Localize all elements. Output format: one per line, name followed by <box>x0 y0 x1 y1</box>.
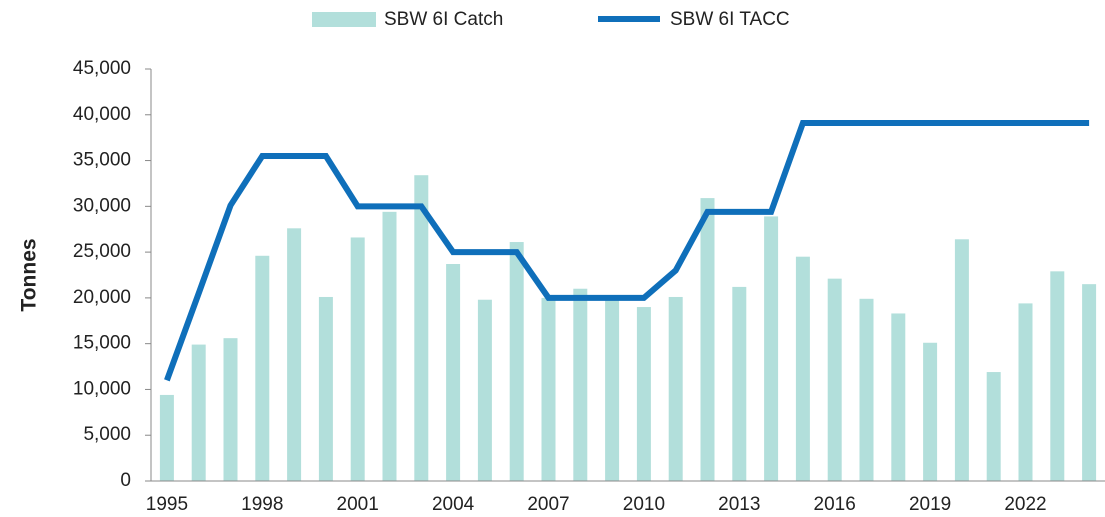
x-tick-label: 2022 <box>1004 494 1046 515</box>
bar <box>350 237 365 481</box>
bar <box>541 297 556 481</box>
y-tick-label: 40,000 <box>73 104 131 125</box>
bar <box>191 344 206 481</box>
legend-label: SBW 6I TACC <box>670 9 790 30</box>
bar <box>1050 271 1065 481</box>
bar <box>732 286 747 481</box>
x-tick-label: 2019 <box>909 494 951 515</box>
bar <box>636 307 651 481</box>
bar <box>605 295 620 481</box>
bar <box>795 256 810 481</box>
bar <box>382 211 397 481</box>
bar <box>287 228 302 481</box>
x-tick-label: 2010 <box>623 494 665 515</box>
x-tick-label: 2007 <box>527 494 569 515</box>
y-tick-label: 15,000 <box>73 333 131 354</box>
x-tick-label: 2004 <box>432 494 475 515</box>
bar <box>573 288 588 481</box>
bar <box>255 255 270 481</box>
bar <box>1082 284 1097 481</box>
bar <box>923 342 938 481</box>
bar <box>318 296 333 481</box>
y-tick-label: 35,000 <box>73 150 131 171</box>
bar <box>223 338 238 481</box>
bar <box>954 239 969 481</box>
y-tick-label: 30,000 <box>73 195 131 216</box>
y-tick-label: 45,000 <box>73 58 131 79</box>
x-tick-label: 1998 <box>241 494 283 515</box>
bar <box>414 175 429 481</box>
y-tick-label: 0 <box>120 470 131 491</box>
y-tick-label: 5,000 <box>83 424 131 445</box>
legend-swatch <box>312 12 376 27</box>
bar <box>509 242 524 481</box>
bar <box>668 296 683 481</box>
x-tick-label: 2016 <box>814 494 856 515</box>
line <box>164 120 1090 382</box>
bar <box>891 313 906 481</box>
y-tick-label: 20,000 <box>73 287 131 308</box>
y-tick-label: 25,000 <box>73 241 131 262</box>
bar <box>477 299 492 481</box>
y-tick-label: 10,000 <box>73 378 131 399</box>
bar <box>827 278 842 481</box>
x-tick-label: 2013 <box>718 494 760 515</box>
y-axis-label: Tonnes <box>18 238 41 311</box>
x-tick-label: 1995 <box>146 494 188 515</box>
bar <box>700 198 715 482</box>
bar <box>446 264 461 481</box>
bar <box>859 298 874 481</box>
bar <box>986 372 1001 481</box>
bar <box>159 394 174 481</box>
x-tick-label: 2001 <box>337 494 379 515</box>
legend-label: SBW 6I Catch <box>384 9 503 30</box>
bar <box>1018 303 1033 481</box>
bar <box>764 216 779 481</box>
